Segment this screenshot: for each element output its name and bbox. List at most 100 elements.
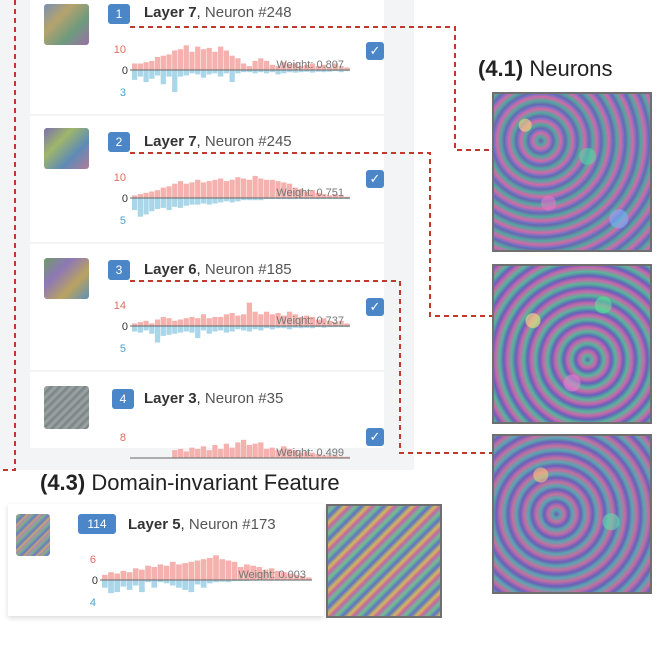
negative-bar (263, 198, 270, 200)
negative-bar (195, 198, 201, 205)
positive-bar (149, 323, 155, 326)
negative-bar (241, 70, 247, 73)
neuron-card-3[interactable]: 3 Layer 6, Neuron #185 ✓ (30, 244, 384, 370)
neuron-card-4[interactable]: 4 Layer 3, Neuron #35 ✓ (30, 372, 384, 448)
positive-bar (244, 564, 250, 580)
negative-bar (292, 326, 298, 328)
negative-bar (195, 70, 201, 75)
positive-bar (327, 195, 333, 198)
positive-bar (344, 456, 350, 458)
positive-bar (309, 452, 316, 458)
negative-bar (160, 70, 166, 85)
negative-bar (229, 70, 235, 83)
neurons-heading-text: Neurons (529, 56, 613, 81)
negative-bar (154, 70, 161, 76)
negative-bar (206, 326, 212, 334)
negative-bar (281, 70, 287, 74)
positive-bar (189, 51, 195, 70)
negative-bar (143, 70, 149, 83)
negative-bar (304, 326, 310, 328)
neuron-label: Neuron #185 (204, 261, 292, 278)
neuron-card-2[interactable]: 2 Layer 7, Neuron #245 ✓ (30, 116, 384, 242)
negative-bar (286, 326, 293, 330)
positive-bar (194, 560, 201, 580)
negative-bar (206, 70, 212, 75)
negative-bar (143, 198, 149, 215)
negative-bar (218, 198, 224, 203)
positive-bar (139, 569, 145, 580)
rank-badge: 4 (112, 389, 134, 409)
positive-bar (169, 561, 176, 580)
negative-bar (172, 326, 178, 334)
positive-bar (263, 179, 270, 198)
neuron-title: Layer 3, Neuron #35 (144, 390, 284, 407)
negative-bar (269, 198, 275, 200)
y-max-label: 8 (120, 432, 126, 444)
negative-bar (218, 70, 224, 77)
domain-invariant-card[interactable]: 114 Layer 5, Neuron #173 (8, 504, 324, 616)
positive-bar (315, 319, 321, 326)
select-checkbox[interactable]: ✓ (366, 428, 384, 446)
negative-bar (304, 198, 310, 200)
y-zero-label: 0 (122, 65, 128, 77)
positive-bar (258, 314, 264, 326)
layer-label: Layer 7 (144, 4, 197, 21)
select-checkbox[interactable]: ✓ (366, 42, 384, 60)
positive-bar (321, 455, 327, 458)
positive-bar (286, 311, 293, 326)
positive-bar (212, 179, 218, 198)
neuron-title: Layer 7, Neuron #248 (144, 4, 292, 21)
negative-bar (275, 70, 281, 75)
positive-bar (286, 448, 293, 458)
negative-bar (154, 326, 161, 343)
negative-bar (218, 326, 224, 331)
negative-bar (327, 198, 333, 200)
neuron-label: Neuron #35 (204, 390, 284, 407)
positive-bar (327, 67, 333, 70)
select-checkbox[interactable]: ✓ (366, 170, 384, 188)
select-checkbox[interactable]: ✓ (366, 298, 384, 316)
rank-badge: 3 (108, 260, 130, 280)
layer-label: Layer 3 (144, 390, 197, 407)
negative-bar (321, 326, 327, 328)
layer-label: Layer 5 (128, 516, 181, 533)
negative-bar (252, 326, 258, 330)
positive-bar (241, 314, 247, 326)
positive-bar (102, 574, 108, 580)
positive-bar (286, 183, 293, 198)
domain-invariant-visualization (326, 504, 442, 618)
positive-bar (206, 181, 212, 198)
positive-bar (183, 451, 189, 458)
positive-bar (315, 192, 321, 198)
positive-bar (213, 555, 219, 580)
positive-bar (143, 192, 149, 198)
negative-bar (235, 198, 241, 202)
positive-bar (160, 316, 166, 326)
positive-bar (235, 315, 241, 326)
negative-bar (172, 198, 178, 207)
negative-bar (206, 198, 212, 205)
negative-bar (344, 326, 350, 328)
positive-bar (206, 450, 212, 458)
y-max-label: 10 (114, 44, 126, 56)
positive-bar (275, 450, 281, 458)
negative-bar (321, 70, 327, 73)
positive-bar (231, 561, 238, 580)
positive-bar (275, 66, 281, 70)
positive-bar (189, 182, 195, 198)
negative-bar (177, 70, 184, 77)
positive-bar (287, 573, 293, 580)
negative-bar (286, 70, 293, 73)
neuron-thumbnail (44, 4, 89, 45)
positive-bar (332, 322, 339, 326)
neuron-thumbnail (44, 386, 89, 429)
positive-bar (298, 452, 304, 458)
negative-bar (166, 326, 172, 335)
positive-bar (269, 64, 275, 70)
neuron-thumbnail (16, 514, 50, 556)
weight-label: Weight: 0.737 (276, 315, 344, 327)
histogram: 14 0 5 Weight: 0.737 (114, 300, 350, 355)
positive-bar (241, 63, 247, 70)
y-max-label: 10 (114, 172, 126, 184)
negative-bar (235, 326, 241, 330)
